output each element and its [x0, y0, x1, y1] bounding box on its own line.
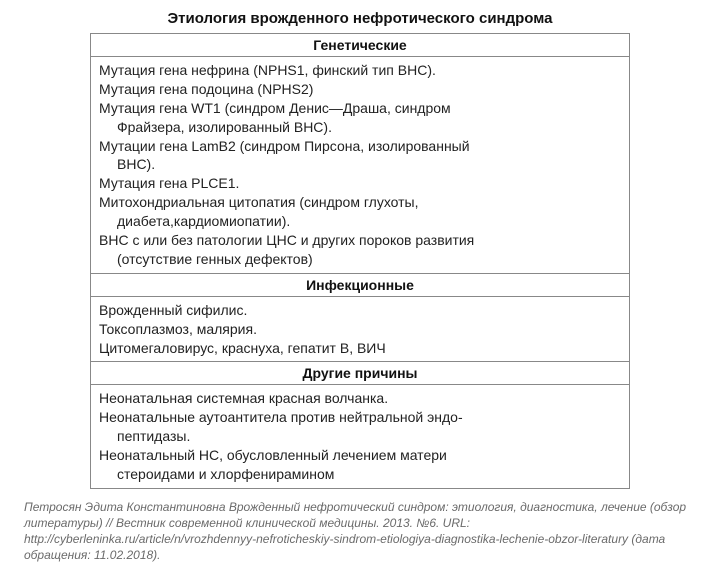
- text-line: Мутация гена нефрина (NPHS1, финский тип…: [99, 61, 621, 80]
- table-title: Этиология врожденного нефротического син…: [20, 10, 700, 27]
- text-line: (отсутствие генных дефектов): [99, 250, 621, 269]
- text-line: стероидами и хлорфенирамином: [99, 465, 621, 484]
- section-header-other: Другие причины: [91, 361, 629, 385]
- text-line: пептидазы.: [99, 427, 621, 446]
- etiology-table: Генетические Мутация гена нефрина (NPHS1…: [90, 33, 630, 489]
- text-line: Мутация гена подоцина (NPHS2): [99, 80, 621, 99]
- text-line: Мутации гена LamB2 (синдром Пирсона, изо…: [99, 137, 621, 156]
- section-body-other: Неонатальная системная красная волчанка.…: [91, 385, 629, 487]
- section-header-infectious: Инфекционные: [91, 273, 629, 297]
- text-line: Цитомегаловирус, краснуха, гепатит В, ВИ…: [99, 339, 621, 358]
- section-body-genetic: Мутация гена нефрина (NPHS1, финский тип…: [91, 57, 629, 273]
- text-line: диабета,кардиомиопатии).: [99, 212, 621, 231]
- text-line: Неонатальный НС, обусловленный лечением …: [99, 446, 621, 465]
- text-line: Фрайзера, изолированный ВНС).: [99, 118, 621, 137]
- text-line: Мутация гена PLCE1.: [99, 174, 621, 193]
- text-line: Токсоплазмоз, малярия.: [99, 320, 621, 339]
- text-line: Неонатальные аутоантитела против нейтрал…: [99, 408, 621, 427]
- section-header-genetic: Генетические: [91, 34, 629, 57]
- text-line: ВНС).: [99, 155, 621, 174]
- section-body-infectious: Врожденный сифилис.Токсоплазмоз, малярия…: [91, 297, 629, 362]
- citation-text: Петросян Эдита Константиновна Врожденный…: [20, 499, 700, 564]
- text-line: Митохондриальная цитопатия (синдром глух…: [99, 193, 621, 212]
- text-line: Неонатальная системная красная волчанка.: [99, 389, 621, 408]
- text-line: ВНС с или без патологии ЦНС и других пор…: [99, 231, 621, 250]
- text-line: Врожденный сифилис.: [99, 301, 621, 320]
- text-line: Мутация гена WT1 (синдром Денис—Драша, с…: [99, 99, 621, 118]
